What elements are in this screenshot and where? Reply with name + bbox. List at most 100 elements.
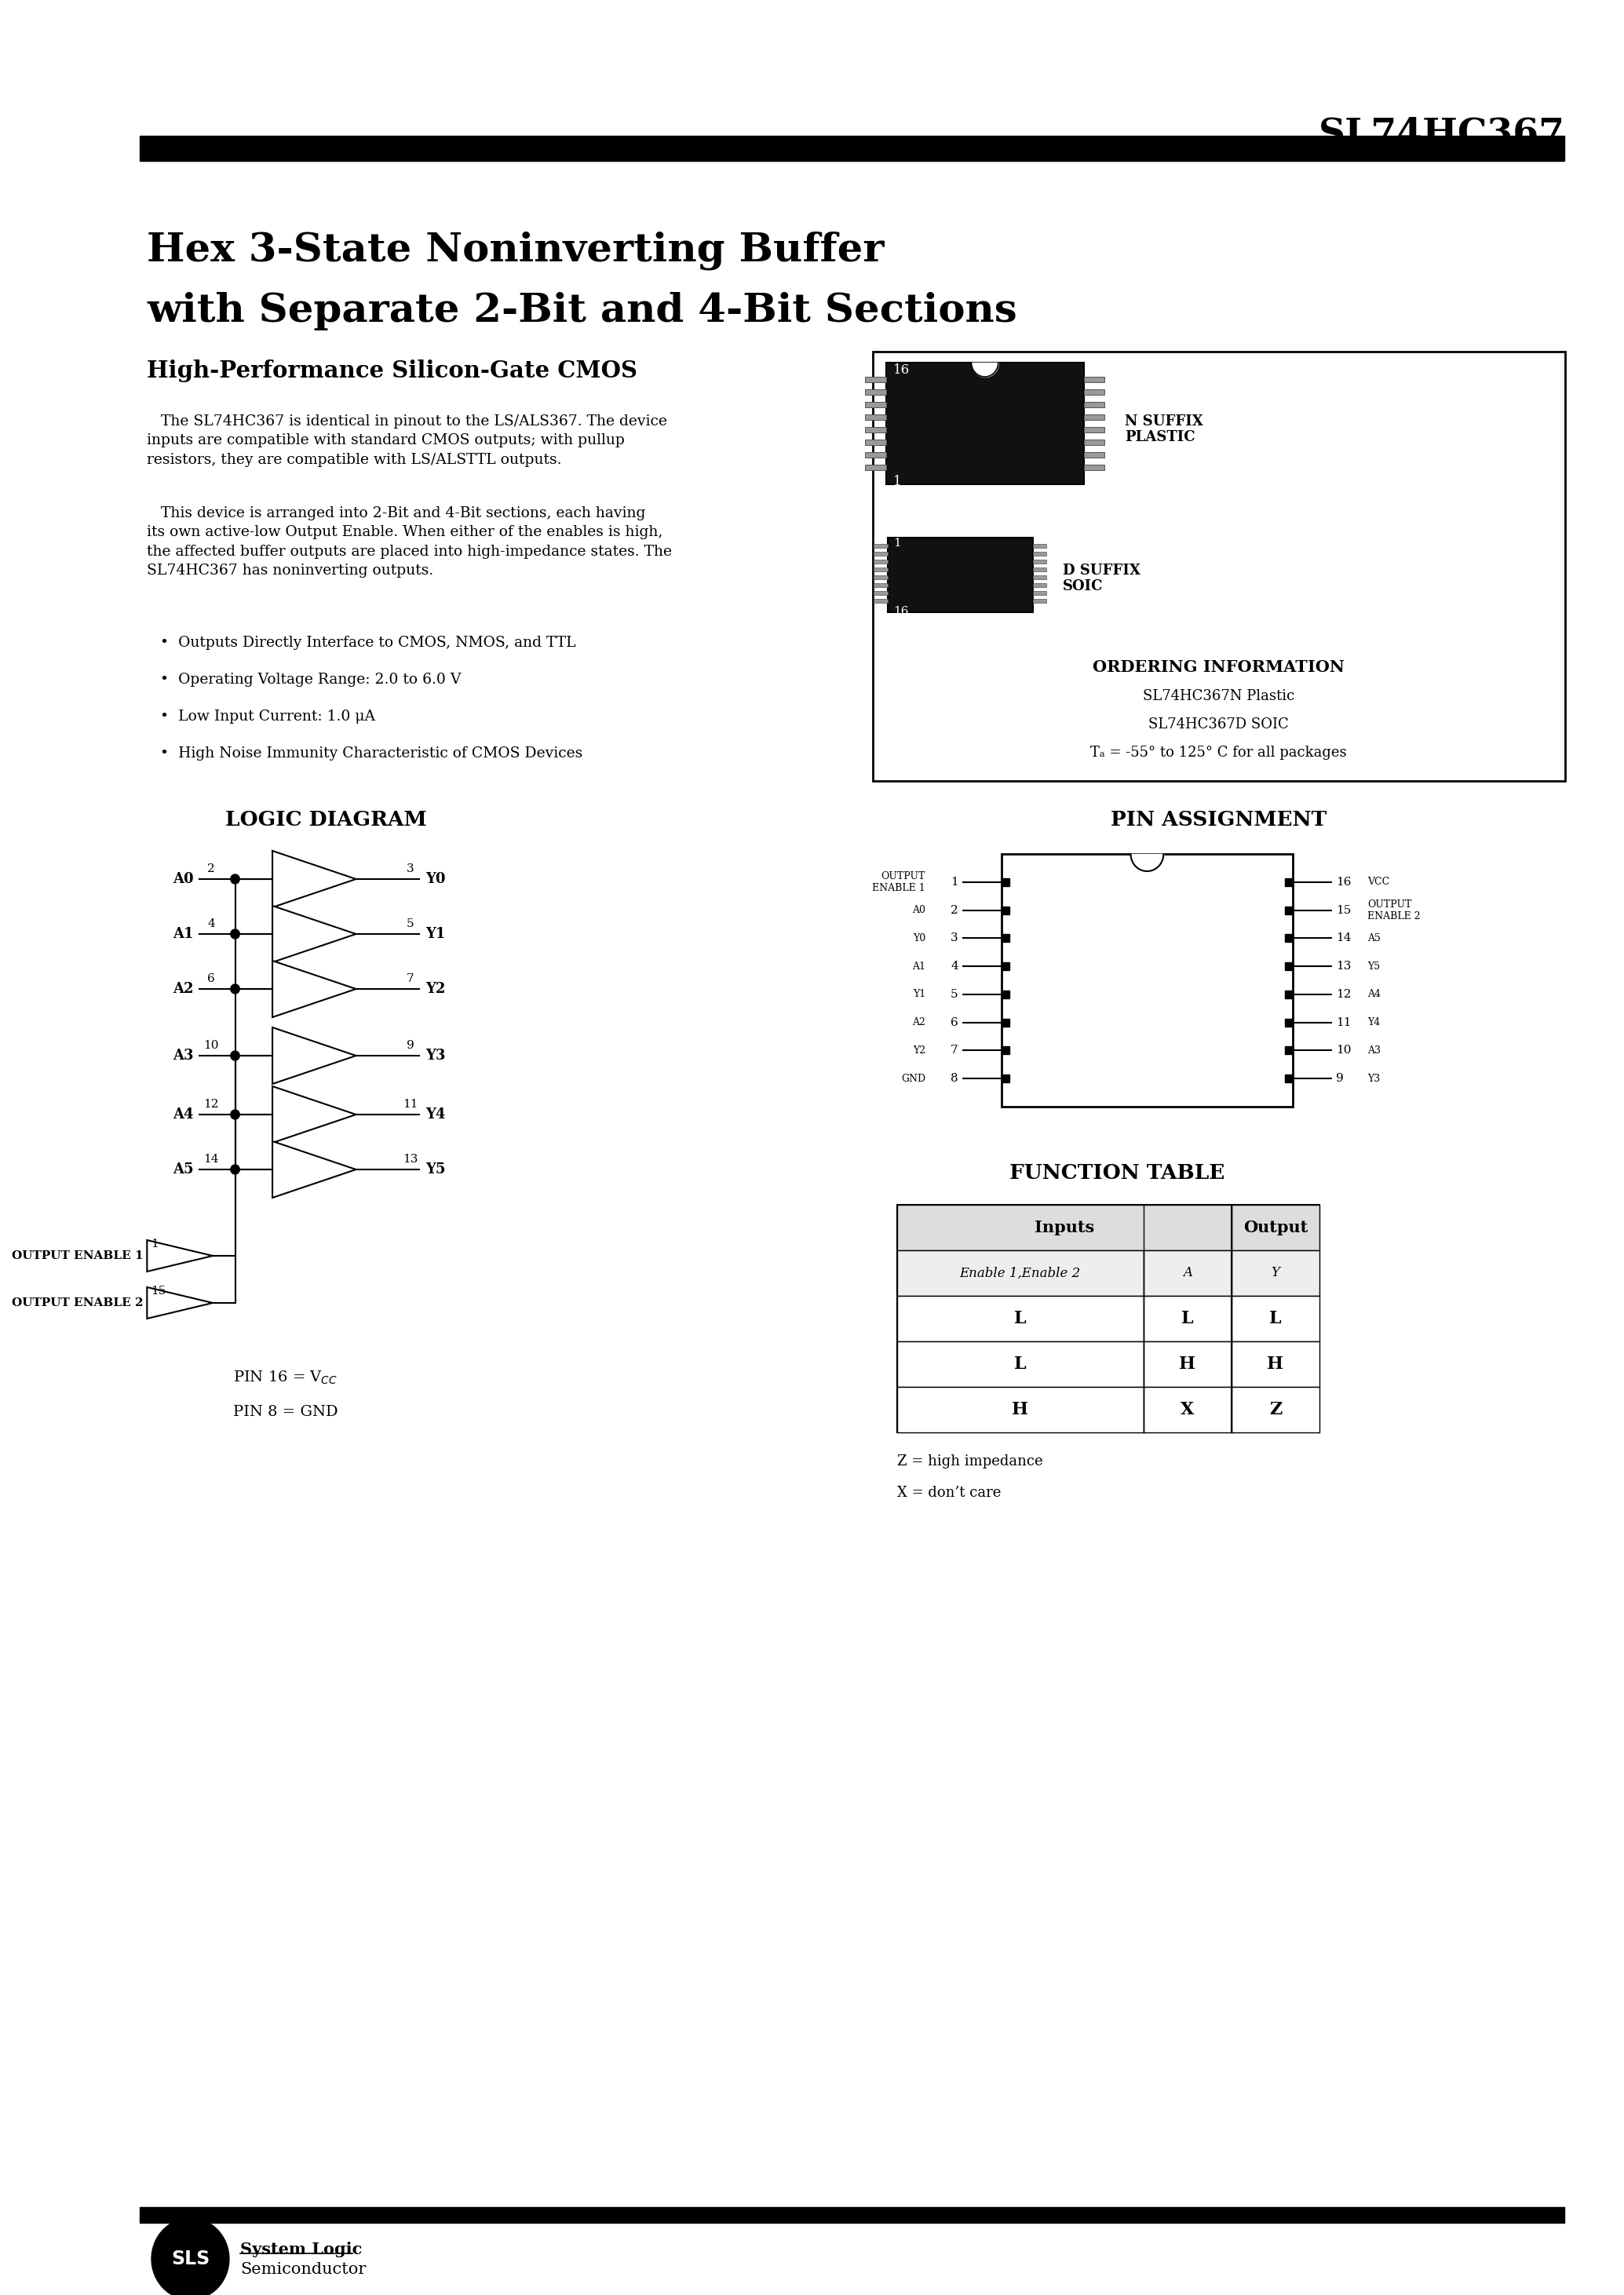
Text: 2: 2	[950, 904, 958, 916]
Bar	[874, 560, 887, 565]
Bar	[1083, 452, 1104, 457]
Text: 1: 1	[893, 475, 901, 489]
Text: 1: 1	[151, 1239, 159, 1248]
Text: A5: A5	[1367, 934, 1380, 943]
Text: 5: 5	[406, 918, 414, 929]
Text: OUTPUT
ENABLE 1: OUTPUT ENABLE 1	[872, 872, 926, 893]
Bar	[1143, 1340, 1231, 1386]
Bar	[1285, 1047, 1293, 1053]
Text: 8: 8	[950, 1074, 958, 1083]
Bar	[896, 1340, 1143, 1386]
Text: A2: A2	[172, 982, 193, 996]
Bar	[1285, 879, 1293, 886]
Bar	[1231, 1205, 1320, 1251]
Text: Y4: Y4	[1367, 1017, 1380, 1028]
Bar	[1083, 427, 1104, 431]
Text: VCC: VCC	[1367, 877, 1390, 888]
Bar	[874, 576, 887, 578]
Text: This device is arranged into 2-Bit and 4-Bit sections, each having
its own activ: This device is arranged into 2-Bit and 4…	[148, 507, 672, 578]
Bar	[1143, 1386, 1231, 1432]
Text: 6: 6	[208, 973, 214, 985]
Text: SLS: SLS	[171, 2249, 209, 2267]
Text: 7: 7	[406, 973, 414, 985]
Text: LOGIC DIAGRAM: LOGIC DIAGRAM	[226, 810, 427, 828]
Text: A3: A3	[1367, 1047, 1380, 1056]
Text: SL74HC367N Plastic: SL74HC367N Plastic	[1143, 688, 1294, 702]
Text: X: X	[1181, 1400, 1194, 1418]
Bar	[896, 1205, 1320, 1432]
Text: OUTPUT ENABLE 2: OUTPUT ENABLE 2	[11, 1297, 143, 1308]
Bar	[1143, 1297, 1231, 1340]
Text: Z: Z	[1268, 1400, 1281, 1418]
Polygon shape	[273, 1141, 356, 1198]
Text: Hex 3-State Noninverting Buffer: Hex 3-State Noninverting Buffer	[148, 232, 885, 271]
Text: Output: Output	[1244, 1219, 1307, 1235]
Bar	[866, 464, 885, 470]
Bar	[1002, 879, 1009, 886]
Polygon shape	[273, 962, 356, 1017]
Text: Y1: Y1	[425, 927, 445, 941]
Bar	[874, 592, 887, 594]
Text: 13: 13	[403, 1154, 417, 1166]
Text: 3: 3	[950, 932, 958, 943]
Bar	[896, 1251, 1143, 1297]
Bar	[140, 2208, 1564, 2224]
Bar	[1033, 544, 1046, 549]
Bar	[1285, 962, 1293, 971]
Text: PIN 16 = V$_{CC}$: PIN 16 = V$_{CC}$	[232, 1370, 338, 1386]
Polygon shape	[148, 1239, 213, 1271]
Circle shape	[231, 1051, 240, 1060]
Text: D SUFFIX
SOIC: D SUFFIX SOIC	[1062, 562, 1140, 594]
Text: 6: 6	[950, 1017, 958, 1028]
Text: 4: 4	[208, 918, 214, 929]
Bar	[1033, 560, 1046, 565]
Text: A4: A4	[172, 1108, 193, 1122]
Bar	[874, 551, 887, 555]
Bar	[866, 390, 885, 395]
Polygon shape	[273, 851, 356, 907]
Text: with Separate 2-Bit and 4-Bit Sections: with Separate 2-Bit and 4-Bit Sections	[148, 291, 1017, 330]
Bar	[866, 441, 885, 445]
Text: 10: 10	[1337, 1044, 1351, 1056]
Polygon shape	[148, 1287, 213, 1320]
Text: 12: 12	[203, 1099, 219, 1111]
Text: 4: 4	[950, 962, 958, 971]
Bar	[1002, 1019, 1009, 1026]
Bar	[1033, 592, 1046, 594]
Bar	[866, 415, 885, 420]
Text: H: H	[1012, 1400, 1028, 1418]
Bar	[1002, 1074, 1009, 1083]
Text: 5: 5	[950, 989, 958, 1001]
Bar	[1002, 1047, 1009, 1053]
Bar	[896, 1205, 1231, 1251]
Bar	[1083, 415, 1104, 420]
Text: Y4: Y4	[425, 1108, 445, 1122]
Circle shape	[151, 2217, 229, 2295]
Text: A1: A1	[913, 962, 926, 971]
Text: Enable 1,Enable 2: Enable 1,Enable 2	[960, 1267, 1080, 1281]
Text: Y0: Y0	[913, 934, 926, 943]
Text: 9: 9	[1337, 1074, 1343, 1083]
Text: A3: A3	[172, 1049, 193, 1063]
Bar	[1285, 907, 1293, 913]
Circle shape	[231, 1111, 240, 1120]
Text: SL74HC367: SL74HC367	[1319, 117, 1566, 151]
Text: X = don’t care: X = don’t care	[896, 1485, 1000, 1501]
Bar	[1033, 599, 1046, 604]
Text: PIN ASSIGNMENT: PIN ASSIGNMENT	[1111, 810, 1327, 828]
Bar	[896, 1297, 1143, 1340]
Text: •  Low Input Current: 1.0 μA: • Low Input Current: 1.0 μA	[161, 709, 375, 723]
Text: Y5: Y5	[1367, 962, 1380, 971]
Text: 13: 13	[1337, 962, 1351, 971]
Text: A5: A5	[172, 1161, 193, 1177]
Text: 9: 9	[406, 1040, 414, 1051]
Bar	[874, 599, 887, 604]
Text: FUNCTION TABLE: FUNCTION TABLE	[1010, 1164, 1224, 1182]
Bar	[1033, 567, 1046, 571]
Bar	[1002, 934, 1009, 943]
Bar	[1143, 1251, 1231, 1297]
Bar	[1083, 376, 1104, 383]
Bar	[1002, 854, 1293, 1106]
Text: Y5: Y5	[425, 1161, 445, 1177]
Text: 11: 11	[1337, 1017, 1351, 1028]
